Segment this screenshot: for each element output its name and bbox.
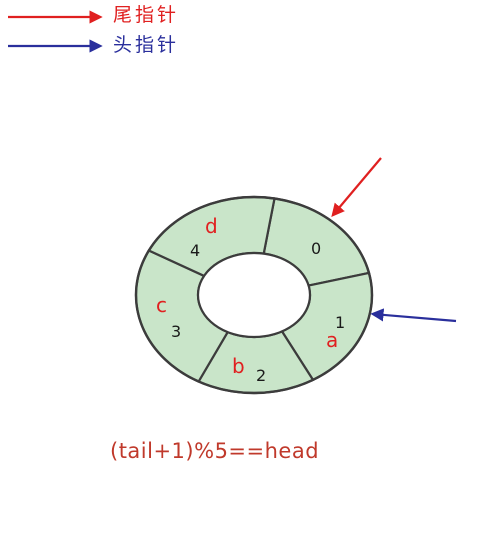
tail-pointer-arrow	[331, 157, 382, 218]
queue-ring	[134, 195, 374, 395]
full-condition-formula: (tail+1)%5==head	[110, 439, 320, 463]
slot-4-index: 4	[190, 241, 200, 260]
slot-3-element: c	[156, 293, 167, 317]
ring-center-hole	[196, 251, 312, 339]
slot-2-element: b	[232, 354, 245, 378]
tail-pointer-label: 尾指针	[113, 4, 180, 26]
slot-2-index: 2	[256, 366, 266, 385]
slot-1-index: 1	[335, 313, 345, 332]
slot-1-element: a	[326, 328, 338, 352]
slot-4-element: d	[205, 214, 218, 238]
slot-3-index: 3	[171, 322, 181, 341]
ring-outer-rim	[134, 195, 374, 395]
head-pointer-label: 头指针	[113, 34, 180, 56]
head-pointer-arrow	[370, 308, 457, 323]
slot-0-index: 0	[311, 239, 321, 258]
